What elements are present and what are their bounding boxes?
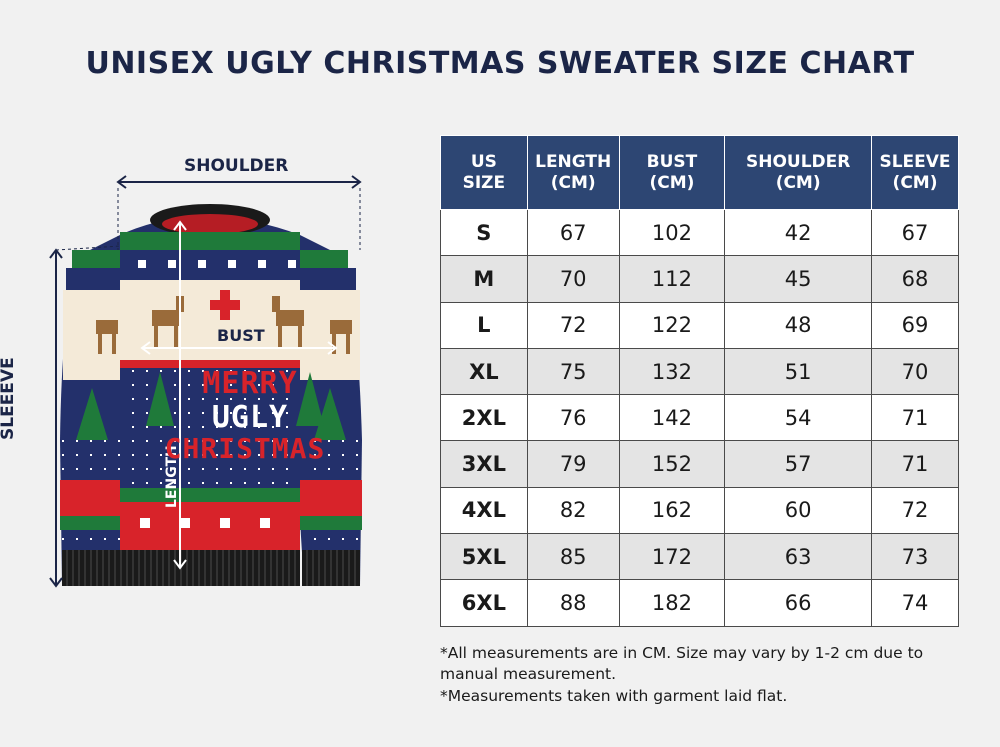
- size-cell: 5XL: [440, 533, 528, 581]
- measurement-cell: 45: [724, 255, 873, 303]
- size-cell: XL: [440, 347, 528, 396]
- measurement-cell: 74: [871, 579, 959, 627]
- size-cell: 6XL: [440, 579, 528, 627]
- measurement-cell: 102: [618, 208, 726, 257]
- sweater-text-ugly: UGLY: [211, 400, 289, 435]
- table-row: XL 75 132 51 70: [440, 347, 959, 396]
- measurement-cell: 67: [526, 208, 620, 257]
- table-row: 6XL 88 182 66 74: [440, 579, 959, 627]
- table-row: 4XL 82 162 60 72: [440, 486, 959, 535]
- header-us-size: US SIZE: [440, 135, 528, 210]
- header-shoulder: SHOULDER (CM): [724, 135, 873, 210]
- header-length: LENGTH (CM): [526, 135, 620, 210]
- measurement-cell: 132: [618, 347, 726, 396]
- sleeve-label: SLEEEVE: [0, 357, 18, 440]
- measurement-cell: 72: [871, 486, 959, 535]
- size-cell: 4XL: [440, 486, 528, 535]
- table-row: 2XL 76 142 54 71: [440, 394, 959, 442]
- measurement-cell: 162: [618, 486, 726, 535]
- measurement-cell: 67: [871, 208, 959, 257]
- measurement-cell: 69: [871, 301, 959, 349]
- table-row: L 72 122 48 69: [440, 301, 959, 349]
- measurement-cell: 51: [724, 347, 873, 396]
- measurement-cell: 82: [526, 486, 620, 535]
- header-sleeve: SLEEVE (CM): [871, 135, 959, 210]
- measurement-cell: 48: [724, 301, 873, 349]
- size-cell: 3XL: [440, 440, 528, 488]
- measurement-cell: 79: [526, 440, 620, 488]
- measurement-cell: 73: [871, 533, 959, 581]
- measurement-cell: 75: [526, 347, 620, 396]
- measurement-cell: 72: [526, 301, 620, 349]
- measurement-cell: 85: [526, 533, 620, 581]
- measurement-cell: 71: [871, 440, 959, 488]
- bust-label: BUST: [214, 326, 268, 345]
- measurement-cell: 68: [871, 255, 959, 303]
- measurement-cell: 70: [871, 347, 959, 396]
- table-header-row: US SIZE LENGTH (CM) BUST (CM) SHOULDER (…: [440, 135, 959, 210]
- measurement-cell: 122: [618, 301, 726, 349]
- size-cell: L: [440, 301, 528, 349]
- sweater-text-christmas: CHRISTMAS: [164, 432, 326, 465]
- size-cell: M: [440, 255, 528, 303]
- measurement-cell: 88: [526, 579, 620, 627]
- sweater-text-merry: MERRY: [202, 366, 298, 401]
- size-cell: S: [440, 208, 528, 257]
- measurement-cell: 70: [526, 255, 620, 303]
- measurement-cell: 152: [618, 440, 726, 488]
- sweater-illustration: [49, 175, 362, 588]
- table-row: M 70 112 45 68: [440, 255, 959, 303]
- size-chart-table: US SIZE LENGTH (CM) BUST (CM) SHOULDER (…: [440, 135, 959, 627]
- measurement-cell: 66: [724, 579, 873, 627]
- header-bust: BUST (CM): [618, 135, 726, 210]
- size-cell: 2XL: [440, 394, 528, 442]
- table-row: 3XL 79 152 57 71: [440, 440, 959, 488]
- table-body: S 67 102 42 67 M 70 112 45 68 L 72 122 48 69 XL 75 132 51 7…: [440, 208, 959, 627]
- measurement-cell: 142: [618, 394, 726, 442]
- measurement-cell: 63: [724, 533, 873, 581]
- measurement-cell: 57: [724, 440, 873, 488]
- measurement-cell: 54: [724, 394, 873, 442]
- measurement-cell: 172: [618, 533, 726, 581]
- page-title: UNISEX UGLY CHRISTMAS SWEATER SIZE CHART: [85, 46, 915, 81]
- table-row: S 67 102 42 67: [440, 208, 959, 257]
- measurement-cell: 112: [618, 255, 726, 303]
- measurement-cell: 182: [618, 579, 726, 627]
- measurement-cell: 42: [724, 208, 873, 257]
- measurement-cell: 71: [871, 394, 959, 442]
- measurement-cell: 76: [526, 394, 620, 442]
- note-measurements: *All measurements are in CM. Size may va…: [440, 644, 924, 683]
- measurement-cell: 60: [724, 486, 873, 535]
- sweater-diagram: SHOULDER SLEEEVE BUST LENGTH MERRY UGLY …: [0, 140, 420, 610]
- note-laid-flat: *Measurements taken with garment laid fl…: [440, 687, 788, 705]
- table-row: 5XL 85 172 63 73: [440, 533, 959, 581]
- shoulder-label: SHOULDER: [184, 156, 289, 176]
